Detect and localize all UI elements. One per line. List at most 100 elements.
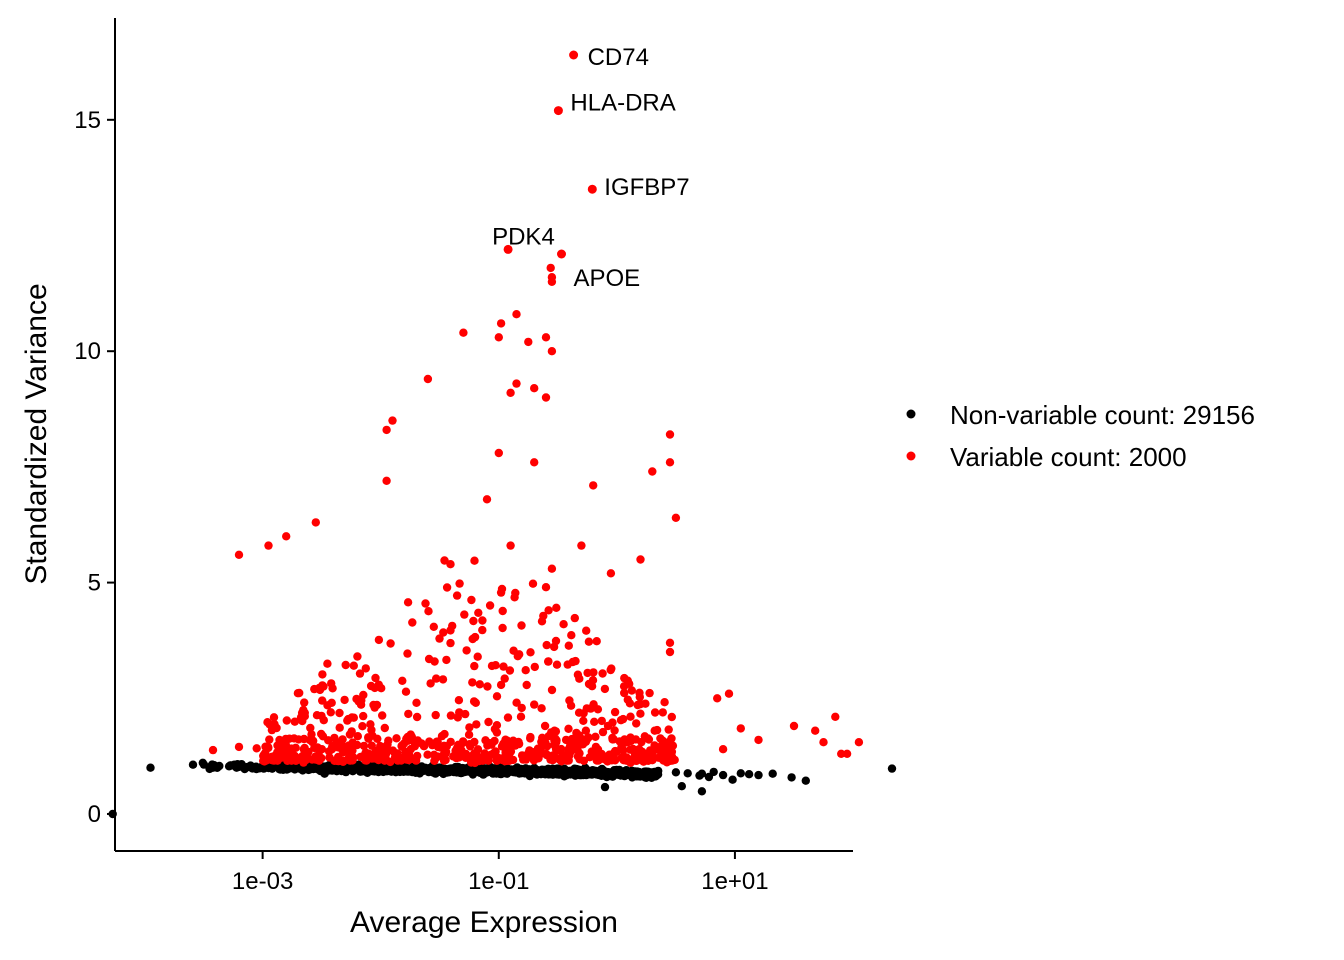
variable-point [736, 724, 745, 733]
gene-label: IGFBP7 [604, 174, 689, 201]
variable-point [667, 734, 676, 743]
variable-point [754, 735, 763, 745]
variable-point [348, 738, 357, 747]
non-variable-point [744, 770, 754, 779]
variable-point [658, 708, 667, 717]
variable-point [382, 425, 391, 435]
non-variable-point [224, 762, 234, 771]
variable-point [398, 676, 407, 685]
variable-point [597, 716, 606, 726]
variable-point [573, 670, 583, 679]
variable-point [667, 712, 676, 722]
variable-point [429, 750, 439, 759]
variable-point [530, 662, 539, 672]
variable-point [382, 744, 391, 754]
variable-point [406, 744, 416, 754]
variable-point [386, 757, 395, 767]
non-variable-point [697, 787, 707, 796]
variable-point [619, 756, 628, 765]
variable-point [452, 591, 462, 600]
variable-point [648, 467, 657, 476]
variable-point [598, 727, 608, 737]
variable-point [311, 752, 320, 761]
variable-point [270, 751, 279, 761]
variable-point [382, 476, 391, 485]
variable-point [324, 736, 333, 745]
variable-point [517, 703, 526, 713]
variable-point [359, 741, 369, 751]
variable-point [290, 717, 299, 726]
variable-point [431, 710, 440, 720]
variable-point [265, 720, 274, 729]
variable-point [528, 747, 537, 757]
non-variable-point [377, 763, 386, 773]
variable-point [478, 625, 487, 635]
variable-point [506, 388, 515, 397]
variable-point [597, 749, 606, 759]
variable-point [530, 384, 539, 393]
variable-point [608, 718, 617, 727]
variable-point [550, 726, 559, 735]
x-axis-title: Average Expression [350, 906, 618, 939]
variable-point [626, 758, 635, 767]
variable-point [413, 751, 422, 761]
variable-point [632, 719, 641, 728]
variable-point [539, 611, 548, 621]
variable-point [552, 745, 561, 755]
variable-point [506, 742, 515, 751]
y-axis-title: Standardized Variance [20, 283, 53, 584]
variable-point [446, 560, 455, 569]
non-variable-point [146, 763, 155, 772]
variable-point [626, 712, 635, 721]
variable-point [335, 723, 344, 732]
non-variable-point [348, 767, 357, 776]
variable-point [440, 556, 449, 565]
variable-point [618, 714, 628, 724]
variable-point [579, 716, 588, 725]
variable-point [498, 606, 507, 616]
variable-point [359, 690, 368, 700]
y-tick-label: 10 [74, 338, 101, 365]
variable-point [724, 689, 734, 698]
variable-point [496, 319, 506, 328]
variable-point [412, 698, 421, 707]
non-variable-point [728, 775, 737, 784]
variable-point [306, 723, 315, 733]
variable-point [312, 711, 322, 720]
variable-point [473, 652, 482, 661]
variable-point [424, 607, 433, 616]
variable-point [384, 736, 393, 745]
variable-point [412, 712, 422, 722]
variable-point [374, 635, 384, 645]
variable-point [260, 757, 269, 766]
variable-point [298, 716, 307, 726]
gene-label: HLA-DRA [570, 90, 675, 117]
variable-point [639, 757, 648, 766]
variable-point [660, 751, 670, 760]
variable-point [552, 603, 561, 612]
variable-point [644, 735, 654, 744]
variable-point [498, 755, 507, 765]
variable-point [273, 741, 282, 750]
variable-point [448, 621, 457, 631]
variable-point [355, 669, 365, 678]
variable-point [551, 636, 561, 646]
variable-point [208, 745, 218, 755]
variable-point [625, 679, 634, 689]
variable-point [353, 732, 362, 741]
variable-point [408, 618, 417, 627]
variable-point [558, 750, 568, 759]
variable-point [341, 660, 350, 670]
variable-point [291, 743, 300, 752]
non-variable-point [600, 767, 609, 777]
variable-point [635, 692, 644, 702]
variable-point [434, 741, 443, 750]
variable-point [636, 709, 645, 718]
variable-point [380, 723, 389, 733]
variable-point [483, 682, 492, 691]
variable-point [592, 756, 601, 765]
variable-point [475, 680, 484, 689]
variable-point [665, 638, 675, 647]
variable-point [297, 708, 307, 717]
